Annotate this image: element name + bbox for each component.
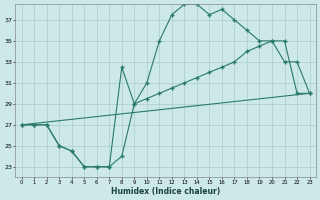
X-axis label: Humidex (Indice chaleur): Humidex (Indice chaleur) bbox=[111, 187, 220, 196]
